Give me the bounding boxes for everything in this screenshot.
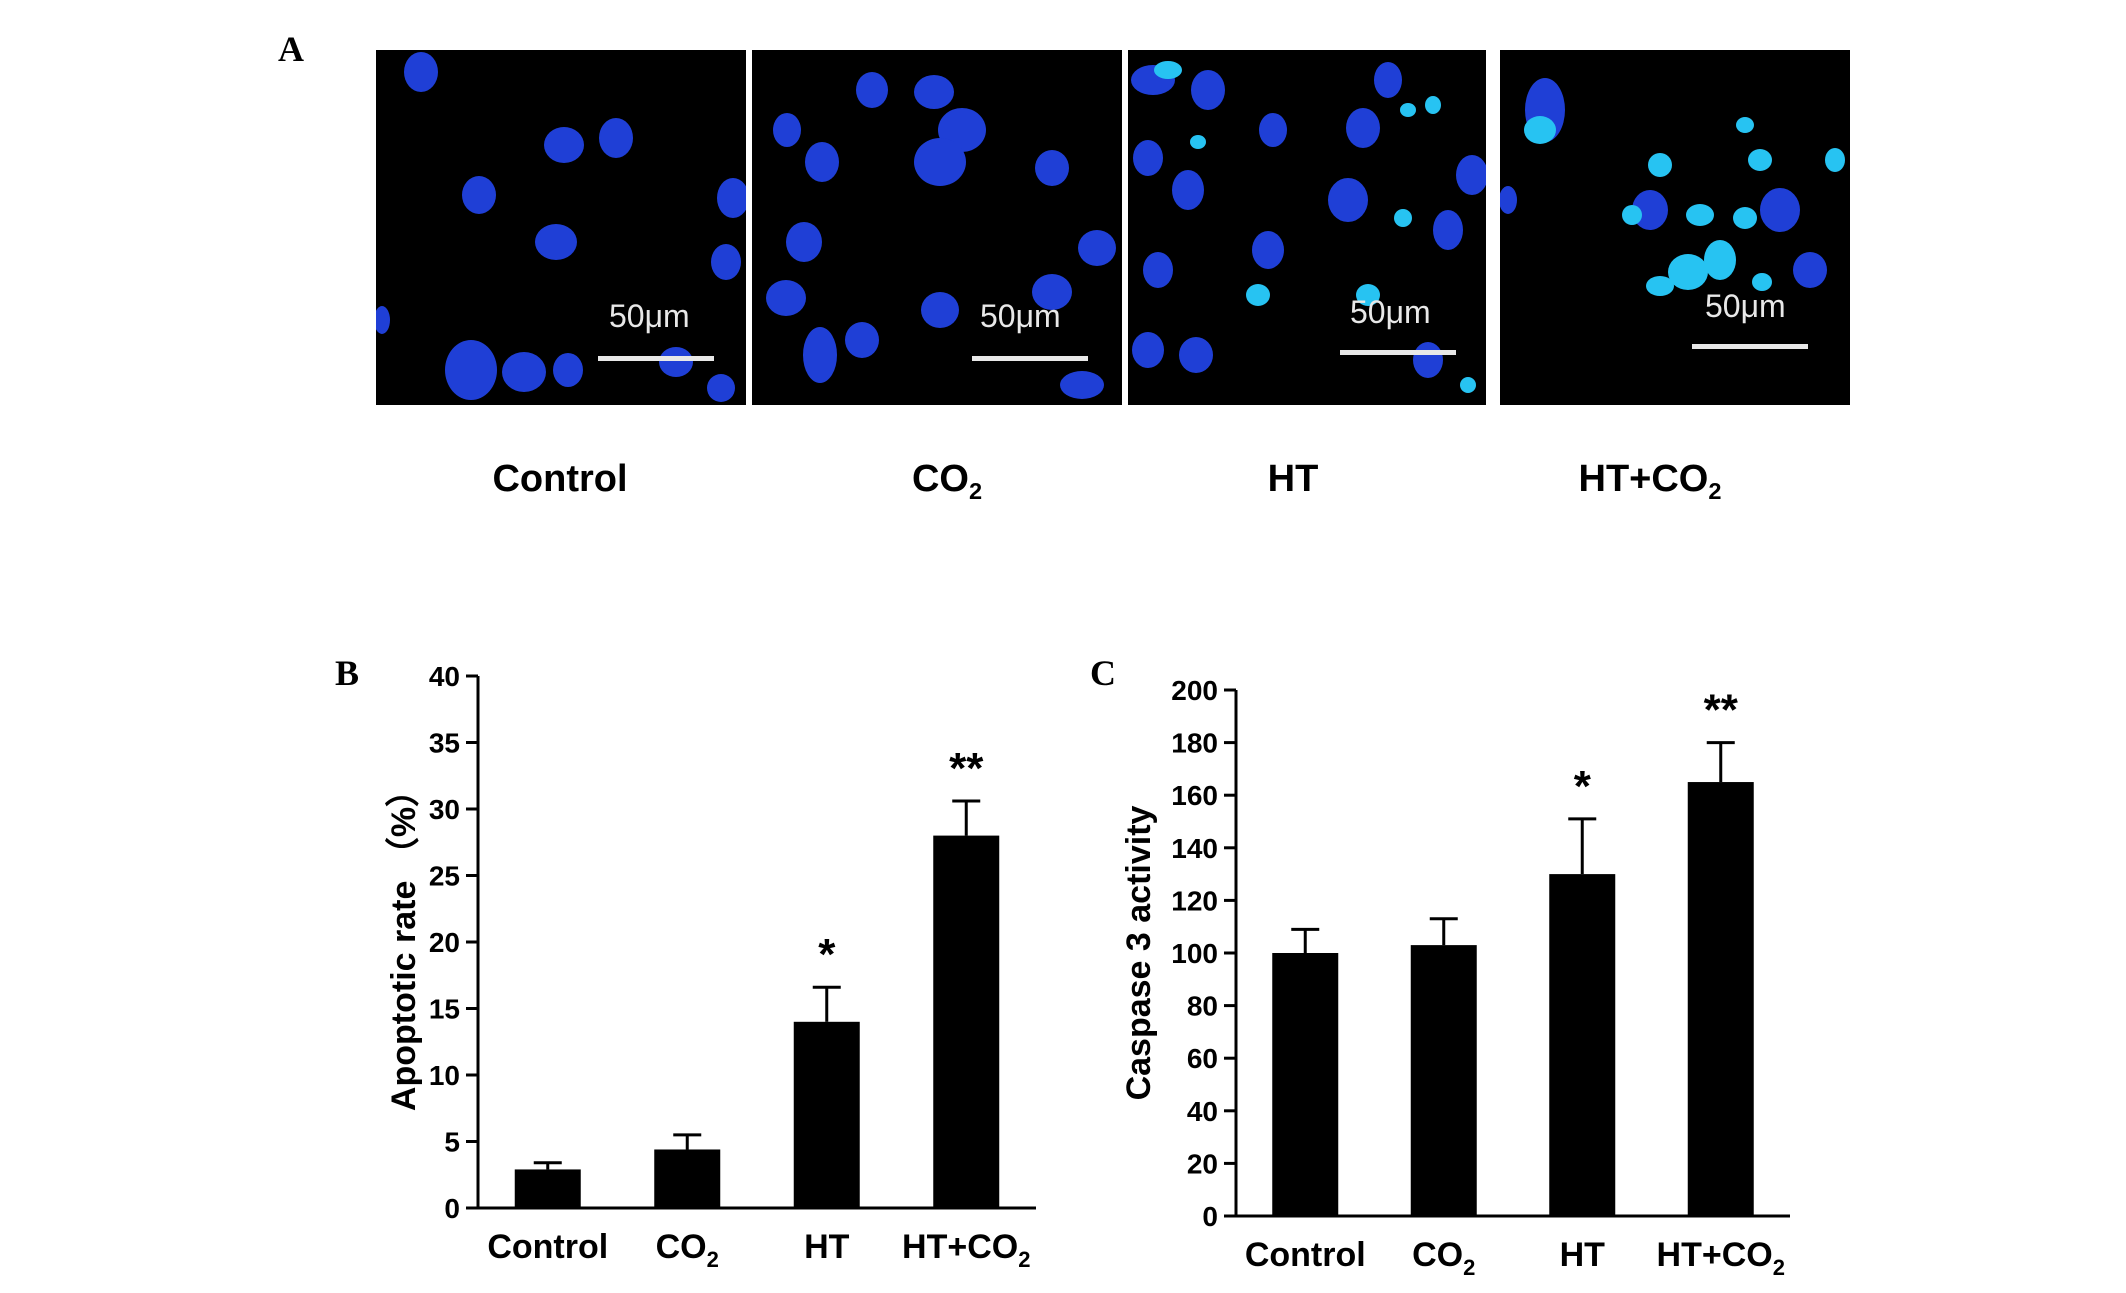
y-tick-label: 160: [1171, 780, 1218, 811]
micrograph-control: 50μm: [376, 50, 746, 405]
y-axis-label: Caspase 3 activity: [1120, 805, 1158, 1100]
y-tick-label: 180: [1171, 728, 1218, 759]
y-tick-label: 20: [429, 927, 460, 958]
micrograph-ht: 50μm: [1128, 50, 1486, 405]
x-tick-label: HT+CO2: [902, 1228, 1030, 1272]
scale-label-ht-co2: 50μm: [1705, 288, 1786, 324]
micrograph-ht-co2: 50μm: [1500, 50, 1850, 405]
y-tick-label: 35: [429, 728, 460, 759]
y-tick-label: 120: [1171, 885, 1218, 916]
panel-letter-a: A: [278, 29, 304, 69]
significance-marker: *: [1574, 762, 1592, 811]
nuclei-co2: [766, 72, 1116, 399]
scale-label-ht: 50μm: [1350, 294, 1431, 330]
y-tick-label: 140: [1171, 833, 1218, 864]
y-tick-label: 15: [429, 994, 460, 1025]
significance-marker: **: [949, 744, 984, 793]
nuclei-ht: [1131, 61, 1486, 393]
y-tick-label: 25: [429, 861, 460, 892]
micrograph-co2: 50μm: [752, 50, 1122, 405]
bar: [1687, 782, 1754, 1216]
scale-bar-ht-co2: [1692, 344, 1808, 349]
y-tick-label: 0: [1202, 1201, 1218, 1232]
condition-label-co2: CO2: [911, 458, 983, 505]
nuclei-control: [376, 52, 746, 402]
scale-bar-co2: [972, 356, 1088, 361]
x-tick-label: Control: [487, 1228, 608, 1266]
nuclei-ht-co2: [1500, 78, 1845, 296]
x-tick-label: HT+CO2: [1657, 1236, 1785, 1280]
bar: [1549, 874, 1616, 1216]
scale-label-control: 50μm: [609, 298, 690, 334]
x-tick-label: Control: [1245, 1236, 1366, 1274]
y-tick-label: 60: [1187, 1043, 1218, 1074]
x-tick-label: HT: [804, 1228, 850, 1266]
bar: [514, 1169, 581, 1208]
scale-bar-ht: [1340, 350, 1456, 355]
y-tick-label: 200: [1171, 675, 1218, 706]
panel-letter-c: C: [1090, 653, 1116, 693]
scale-bar-control: [598, 356, 714, 361]
y-axis-label: Apoptotic rate （%）: [384, 773, 423, 1111]
condition-label-ht: HT: [1267, 458, 1319, 500]
x-tick-label: CO2: [656, 1228, 719, 1272]
bar: [1410, 945, 1477, 1216]
x-tick-label: HT: [1560, 1236, 1606, 1274]
bar: [654, 1149, 721, 1208]
y-tick-label: 40: [1187, 1096, 1218, 1127]
y-tick-label: 30: [429, 794, 460, 825]
bar: [933, 835, 1000, 1208]
significance-marker: *: [818, 930, 836, 979]
x-tick-label: CO2: [1412, 1236, 1475, 1280]
y-tick-label: 80: [1187, 991, 1218, 1022]
bar: [793, 1021, 860, 1208]
bar: [1272, 953, 1339, 1216]
y-tick-label: 5: [444, 1127, 460, 1158]
condition-label-control: Control: [492, 458, 628, 500]
panel-letter-b: B: [335, 653, 360, 693]
significance-marker: **: [1704, 686, 1739, 735]
y-tick-label: 40: [429, 661, 460, 692]
y-tick-label: 0: [444, 1193, 460, 1224]
y-tick-label: 100: [1171, 938, 1218, 969]
condition-label-ht-co2: HT+CO2: [1578, 458, 1722, 505]
scale-label-co2: 50μm: [980, 298, 1061, 334]
y-tick-label: 20: [1187, 1148, 1218, 1179]
y-tick-label: 10: [429, 1060, 460, 1091]
